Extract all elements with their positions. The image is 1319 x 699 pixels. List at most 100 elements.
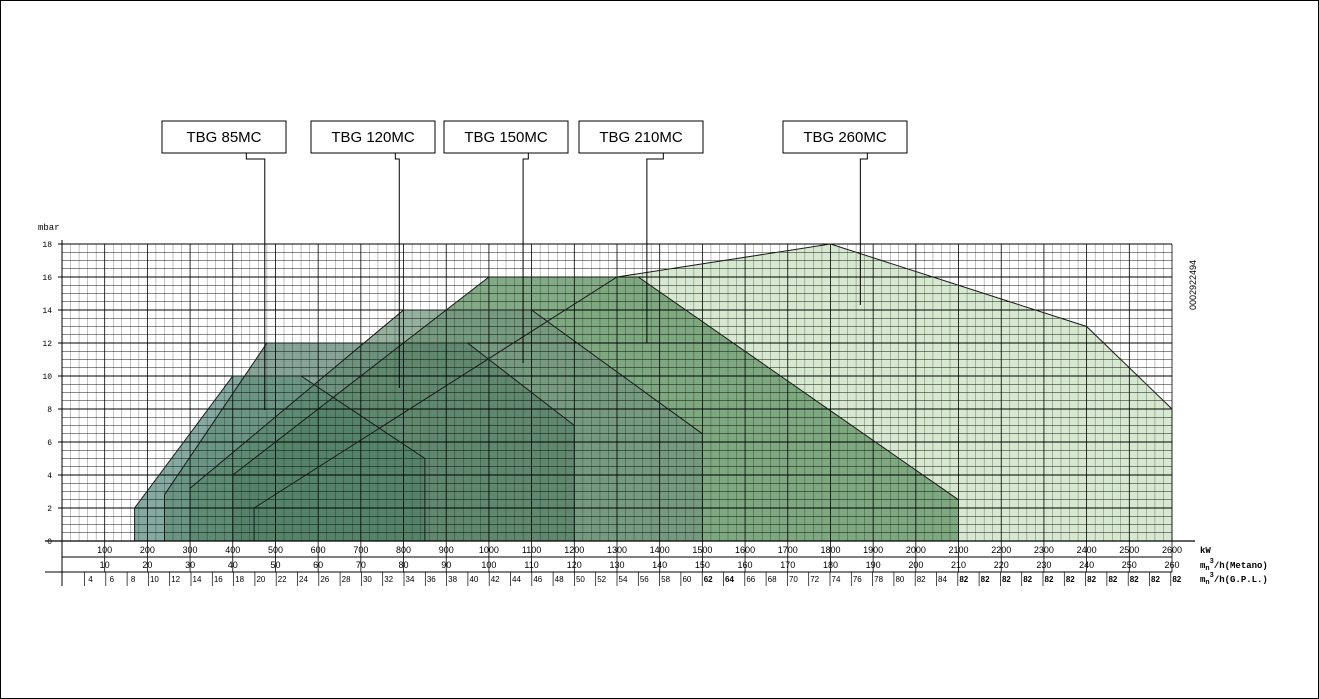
- kw-tick-label: 1600: [735, 545, 755, 555]
- kw-tick-label: 600: [311, 545, 326, 555]
- gpl-tick-label: 84: [938, 575, 947, 584]
- y-tick-label: 10: [42, 373, 52, 382]
- gpl-tick-label: 82: [1023, 575, 1032, 584]
- gpl-tick-label: 82: [981, 575, 990, 584]
- metano-tick-label: 110: [524, 560, 538, 570]
- gpl-tick-label: 82: [1002, 575, 1011, 584]
- metano-tick-label: 160: [738, 560, 753, 570]
- y-tick-label: 2: [47, 505, 52, 514]
- y-axis: mbar 0 2 4 6 8 10 12 14 16 18: [38, 223, 62, 547]
- metano-tick-label: 170: [780, 560, 795, 570]
- gpl-tick-label: 82: [959, 575, 968, 584]
- gpl-tick-label: 12: [171, 575, 180, 584]
- kw-tick-label: 1100: [522, 545, 541, 555]
- kw-tick-label: 2000: [906, 545, 926, 555]
- gpl-tick-label: 72: [810, 575, 819, 584]
- kw-tick-label: 1900: [863, 545, 883, 555]
- gpl-tick-label: 78: [874, 575, 883, 584]
- metano-tick-label: 30: [185, 560, 195, 570]
- gpl-tick-label: 28: [342, 575, 351, 584]
- gpl-tick-label: 60: [682, 575, 691, 584]
- kw-tick-label: 900: [439, 545, 454, 555]
- y-tick-label: 18: [42, 241, 52, 250]
- metano-tick-label: 60: [313, 560, 323, 570]
- gpl-tick-label: 4: [88, 575, 93, 584]
- metano-tick-label: 210: [951, 560, 966, 570]
- kw-tick-label: 2100: [949, 545, 969, 555]
- gpl-axis-label: mn3/h(G.P.L.): [1200, 572, 1268, 587]
- metano-tick-label: 90: [441, 560, 451, 570]
- gpl-tick-label: 36: [427, 575, 436, 584]
- metano-tick-label: 150: [695, 560, 710, 570]
- gpl-tick-label: 30: [363, 575, 372, 584]
- drawing-code: 0002922494: [1188, 260, 1198, 310]
- gpl-tick-label: 32: [384, 575, 393, 584]
- gpl-tick-label: 46: [533, 575, 542, 584]
- kw-tick-label: 1700: [778, 545, 798, 555]
- y-tick-label: 14: [42, 307, 52, 316]
- metano-tick-label: 250: [1122, 560, 1137, 570]
- kw-tick-label: 2500: [1119, 545, 1139, 555]
- gpl-tick-label: 62: [704, 575, 713, 584]
- y-tick-label: 12: [42, 340, 52, 349]
- y-tick-label: 8: [47, 406, 52, 415]
- gpl-tick-label: 82: [1108, 575, 1117, 584]
- kw-tick-label: 1200: [564, 545, 584, 555]
- callout-label-tbg-85mc: TBG 85MC: [186, 129, 261, 146]
- gpl-tick-label: 20: [256, 575, 265, 584]
- kw-tick-label: 1300: [607, 545, 627, 555]
- metano-tick-label: 180: [823, 560, 838, 570]
- kw-tick-label: 1500: [692, 545, 712, 555]
- metano-tick-label: 190: [866, 560, 881, 570]
- gpl-tick-label: 82: [1087, 575, 1096, 584]
- kw-tick-label: 800: [396, 545, 411, 555]
- gpl-tick-label: 38: [448, 575, 457, 584]
- gpl-tick-label: 82: [1151, 575, 1160, 584]
- metano-tick-label: 140: [652, 560, 667, 570]
- gpl-tick-label: 34: [406, 575, 415, 584]
- gpl-tick-label: 52: [597, 575, 606, 584]
- gpl-tick-label: 44: [512, 575, 521, 584]
- metano-tick-label: 130: [609, 560, 624, 570]
- gpl-tick-label: 70: [789, 575, 798, 584]
- kw-tick-label: 100: [97, 545, 112, 555]
- metano-tick-label: 100: [481, 560, 496, 570]
- kw-tick-label: 300: [183, 545, 198, 555]
- gpl-tick-label: 14: [193, 575, 202, 584]
- metano-tick-label: 70: [356, 560, 366, 570]
- kw-tick-label: 1000: [479, 545, 499, 555]
- kw-axis-label: kW: [1200, 546, 1211, 556]
- gpl-tick-label: 18: [235, 575, 244, 584]
- metano-tick-label: 20: [142, 560, 152, 570]
- kw-tick-label: 2600: [1162, 545, 1182, 555]
- gpl-tick-label: 50: [576, 575, 585, 584]
- callout-label-tbg-120mc: TBG 120MC: [331, 129, 415, 146]
- gpl-tick-label: 80: [895, 575, 904, 584]
- gpl-tick-label: 40: [469, 575, 478, 584]
- y-tick-label: 16: [42, 274, 52, 283]
- kw-tick-label: 2300: [1034, 545, 1054, 555]
- metano-axis-label: mn3/h(Metano): [1200, 558, 1268, 573]
- gpl-tick-label: 22: [278, 575, 287, 584]
- gpl-tick-label: 6: [110, 575, 115, 584]
- kw-tick-label: 2200: [991, 545, 1011, 555]
- y-axis-label: mbar: [38, 223, 60, 233]
- metano-tick-label: 220: [994, 560, 1009, 570]
- gpl-tick-label: 68: [768, 575, 777, 584]
- gpl-tick-label: 26: [320, 575, 329, 584]
- gpl-tick-label: 66: [746, 575, 755, 584]
- callout-label-tbg-260mc: TBG 260MC: [803, 129, 887, 146]
- gpl-tick-label: 10: [150, 575, 159, 584]
- gpl-tick-label: 24: [299, 575, 308, 584]
- callout-label-tbg-150mc: TBG 150MC: [464, 129, 548, 146]
- gpl-tick-label: 82: [1045, 575, 1054, 584]
- y-tick-label: 4: [47, 472, 52, 481]
- gpl-tick-label: 54: [619, 575, 628, 584]
- gpl-tick-label: 82: [1066, 575, 1075, 584]
- kw-tick-label: 400: [225, 545, 240, 555]
- y-tick-label: 0: [47, 538, 52, 547]
- gpl-tick-label: 58: [661, 575, 670, 584]
- gpl-tick-label: 56: [640, 575, 649, 584]
- y-tick-label: 6: [47, 439, 52, 448]
